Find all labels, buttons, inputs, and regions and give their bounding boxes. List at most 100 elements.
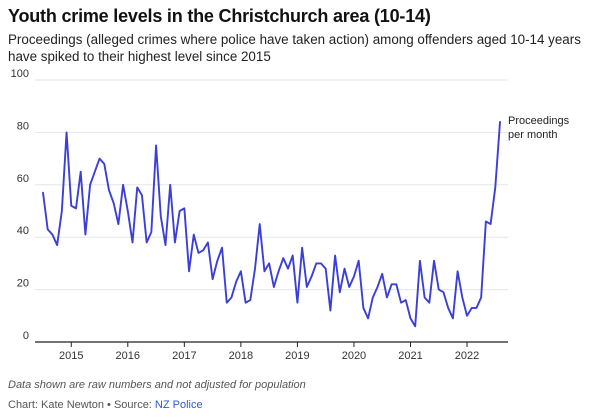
credit-text: Chart: Kate Newton • Source: — [8, 399, 155, 411]
data-point — [437, 288, 440, 291]
data-point — [136, 186, 139, 189]
data-point — [301, 246, 304, 249]
data-point — [51, 233, 54, 236]
x-tick-label: 2018 — [229, 350, 253, 362]
data-point — [310, 275, 313, 278]
data-point — [447, 307, 450, 310]
data-point — [126, 210, 129, 213]
data-point — [117, 223, 120, 226]
source-link[interactable]: NZ Police — [154, 399, 203, 411]
data-point — [263, 270, 266, 273]
data-point — [70, 204, 73, 207]
data-point — [202, 249, 205, 252]
series-annotation: Proceedings per month — [508, 115, 570, 141]
data-point — [174, 241, 177, 244]
y-tick-label: 60 — [17, 173, 29, 185]
x-tick-label: 2015 — [59, 350, 83, 362]
data-point — [362, 307, 365, 310]
data-point — [499, 121, 502, 124]
data-point — [329, 309, 332, 312]
data-point — [197, 252, 200, 255]
data-point — [98, 157, 101, 160]
data-point — [131, 241, 134, 244]
data-point — [296, 301, 299, 304]
data-point — [343, 267, 346, 270]
chart-credit: Chart: Kate Newton • Source: NZ Police — [8, 399, 203, 411]
data-point — [480, 296, 483, 299]
data-point — [423, 296, 426, 299]
data-point — [489, 223, 492, 226]
data-point — [428, 301, 431, 304]
data-point — [65, 131, 68, 134]
data-point — [258, 223, 261, 226]
data-point — [84, 233, 87, 236]
data-point — [145, 241, 148, 244]
data-point — [409, 317, 412, 320]
data-point — [56, 244, 59, 247]
x-tick-label: 2019 — [285, 350, 309, 362]
data-points — [42, 121, 502, 328]
data-point — [169, 183, 172, 186]
data-point — [287, 267, 290, 270]
x-tick-label: 2016 — [116, 350, 140, 362]
data-point — [103, 162, 106, 165]
data-point — [239, 270, 242, 273]
gridlines — [35, 79, 508, 291]
data-point — [155, 144, 158, 147]
data-point — [60, 210, 63, 213]
x-axis: 2015 2016 2017 2018 2019 2020 2021 2022 — [35, 341, 508, 362]
data-point — [291, 254, 294, 257]
data-point — [451, 317, 454, 320]
data-point — [230, 296, 233, 299]
x-tick-label: 2022 — [455, 350, 479, 362]
data-point — [93, 170, 96, 173]
data-point — [414, 325, 417, 328]
line-chart: 0 20 40 60 80 100 2015 2016 2017 2018 2019 2020 202… — [11, 68, 570, 362]
data-point — [456, 270, 459, 273]
annotation-label: per month — [508, 129, 558, 141]
data-point — [353, 275, 356, 278]
data-note: Data shown are raw numbers and not adjus… — [8, 379, 306, 391]
data-point — [89, 183, 92, 186]
data-point — [277, 270, 280, 273]
data-point — [150, 231, 153, 234]
data-point — [42, 191, 45, 194]
data-point — [164, 244, 167, 247]
data-point — [419, 259, 422, 262]
y-tick-label: 40 — [17, 225, 29, 237]
data-point — [225, 301, 228, 304]
data-point — [442, 291, 445, 294]
data-point — [207, 241, 210, 244]
y-tick-label: 20 — [17, 278, 29, 290]
data-point — [192, 233, 195, 236]
x-tick-label: 2020 — [342, 350, 366, 362]
data-point — [188, 270, 191, 273]
data-point — [466, 314, 469, 317]
x-tick-label: 2017 — [172, 350, 196, 362]
data-point — [216, 259, 219, 262]
data-point — [268, 262, 271, 265]
data-point — [367, 317, 370, 320]
data-point — [433, 259, 436, 262]
data-point — [122, 183, 125, 186]
data-point — [272, 286, 275, 289]
data-point — [141, 194, 144, 197]
data-point — [376, 286, 379, 289]
data-point — [108, 189, 111, 192]
data-point — [235, 280, 238, 283]
data-point — [75, 207, 78, 210]
annotation-label: Proceedings — [508, 115, 570, 127]
data-point — [400, 301, 403, 304]
data-point — [404, 299, 407, 302]
data-point — [324, 267, 327, 270]
data-point — [395, 283, 398, 286]
data-point — [282, 257, 285, 260]
data-point — [112, 202, 115, 205]
data-point — [470, 307, 473, 310]
data-point — [381, 272, 384, 275]
data-point — [46, 228, 49, 231]
data-point — [178, 210, 181, 213]
data-point — [159, 215, 162, 218]
data-point — [357, 259, 360, 262]
data-point — [371, 296, 374, 299]
